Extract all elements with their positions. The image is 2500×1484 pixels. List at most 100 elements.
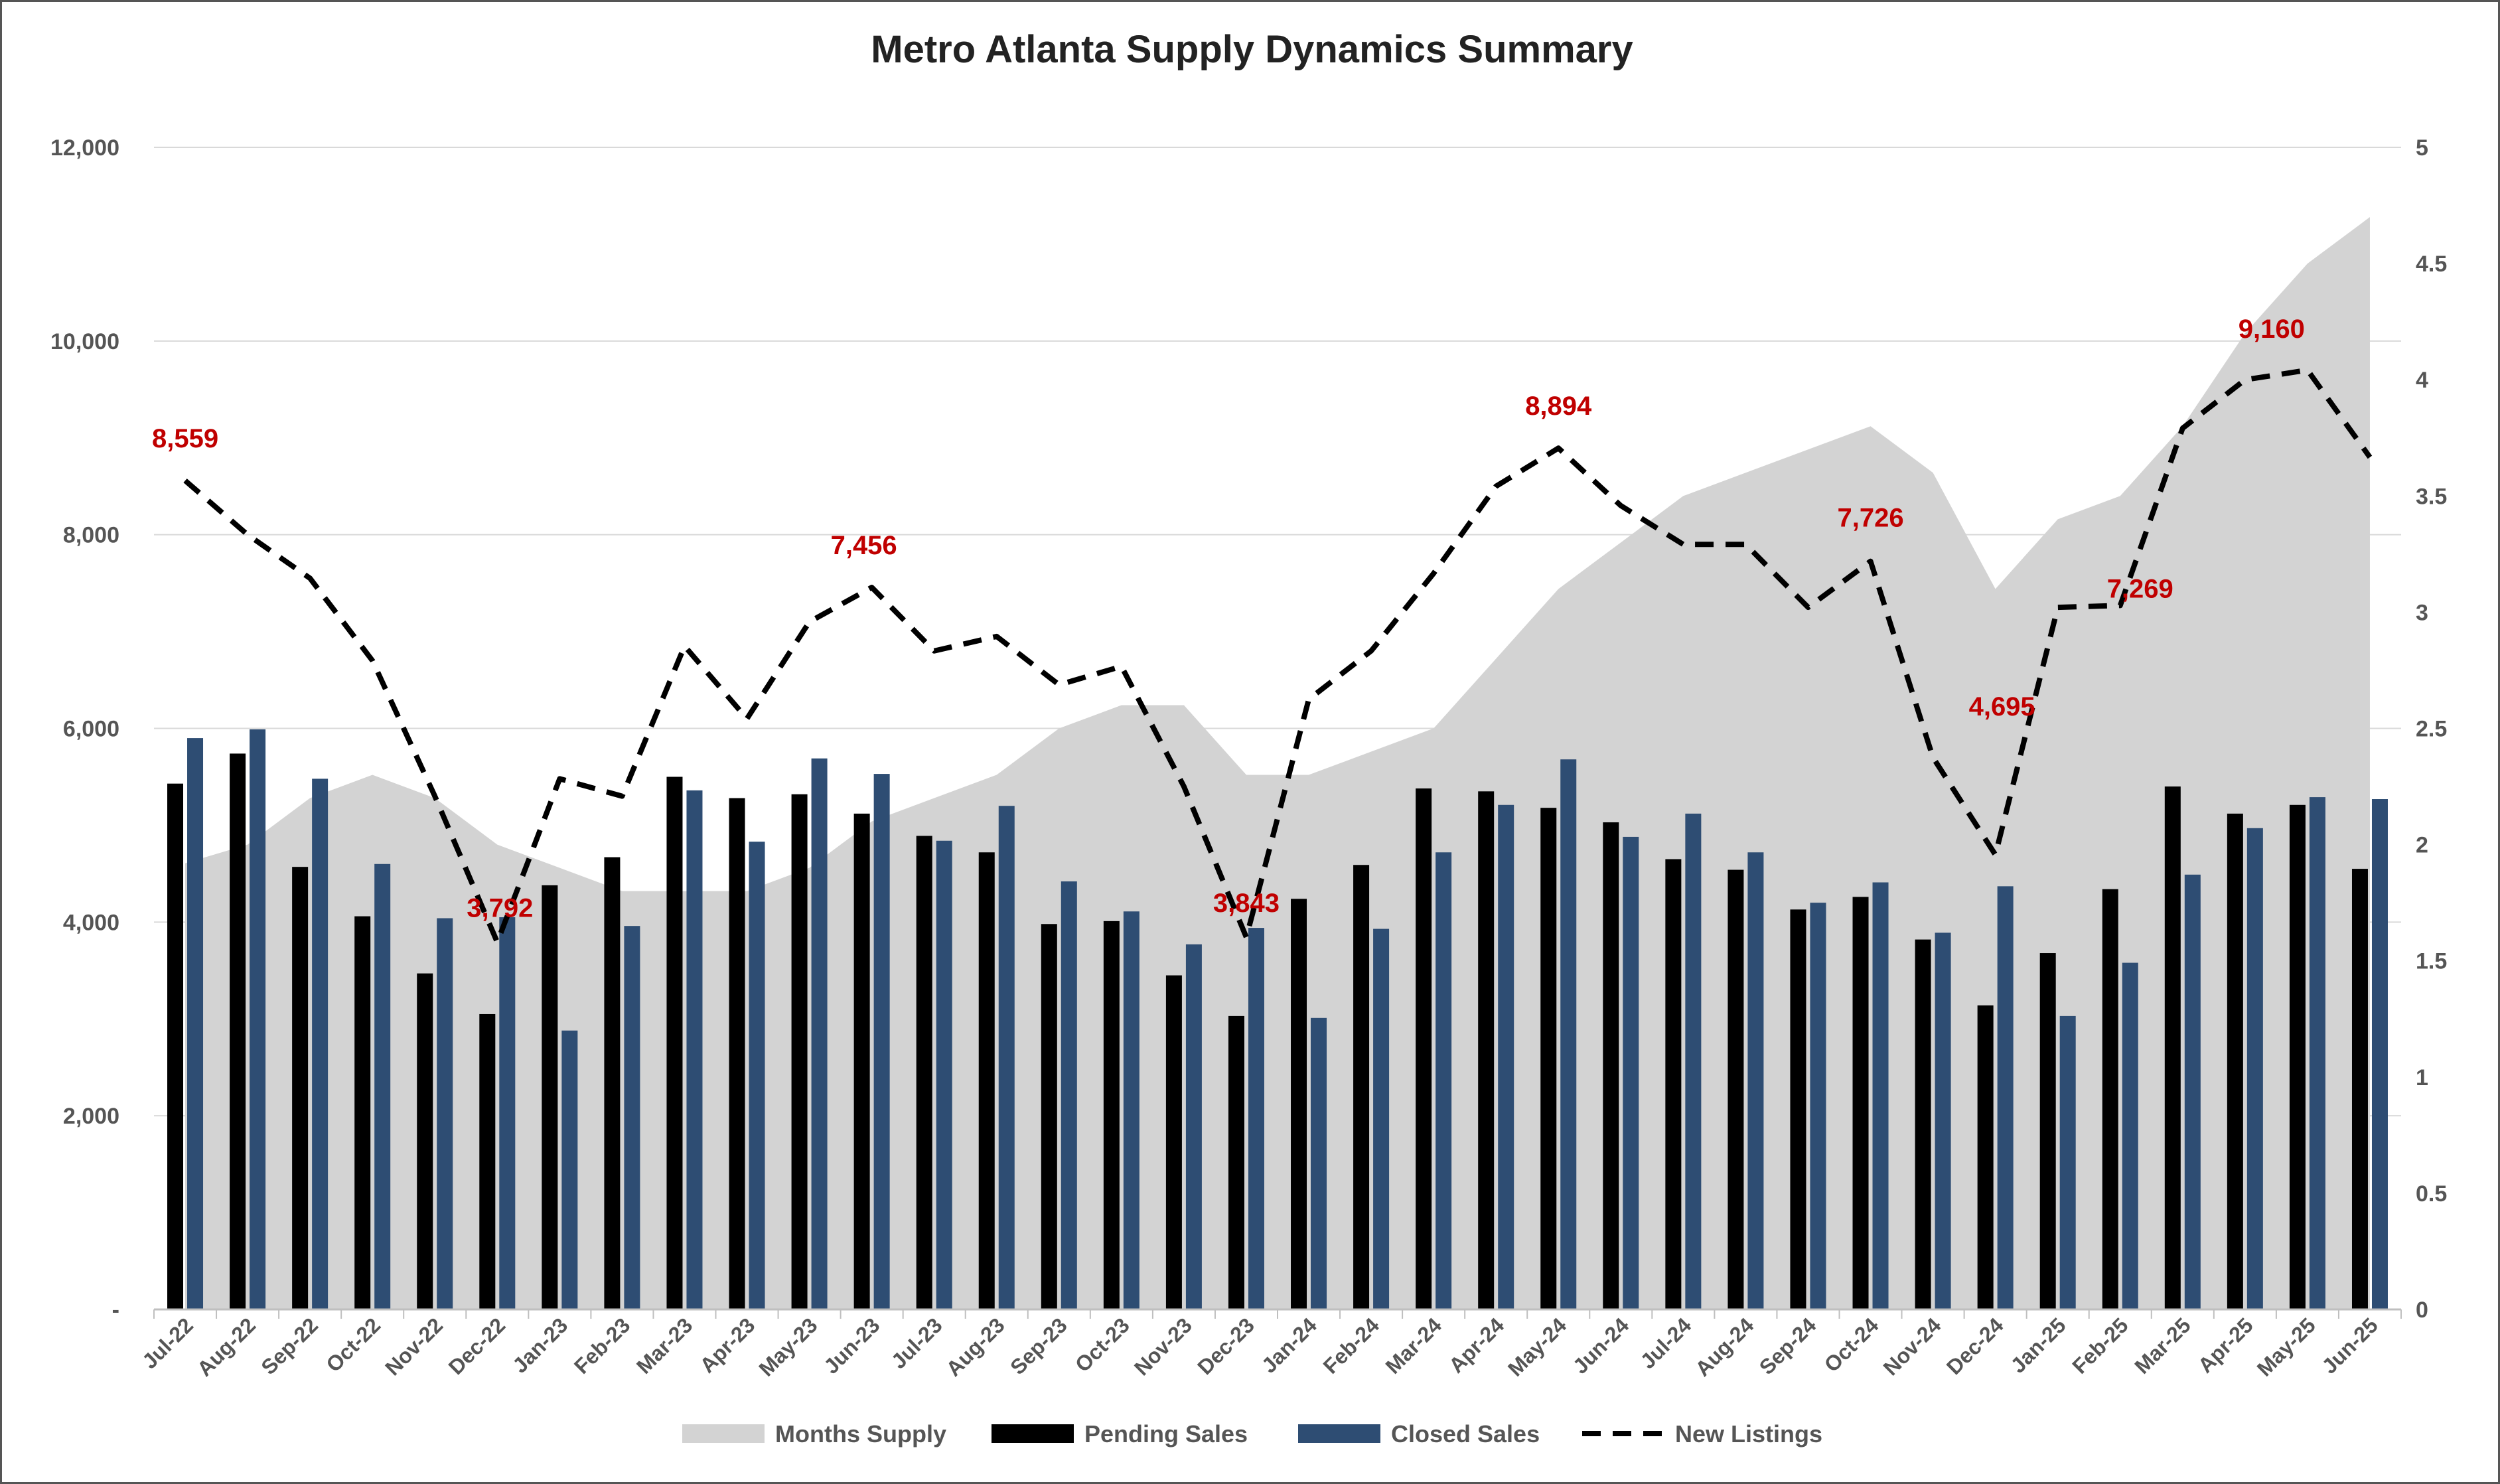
pending-sales-bar <box>2164 786 2181 1309</box>
closed-sales-bar <box>998 806 1015 1309</box>
x-tick-label: Sep-23 <box>1005 1313 1072 1379</box>
pending-sales-bar <box>1041 924 1057 1309</box>
new-listings-data-label: 7,456 <box>831 531 897 560</box>
closed-sales-bar <box>2059 1015 2076 1309</box>
right-tick-label: 2 <box>2416 833 2428 858</box>
x-tick-label: Feb-23 <box>569 1313 634 1378</box>
pending-sales-bar <box>1478 791 1495 1309</box>
right-tick-label: 5 <box>2416 135 2428 161</box>
left-tick-label: - <box>112 1298 119 1323</box>
x-tick-label: Oct-24 <box>1820 1313 1883 1376</box>
x-tick-label: Jan-24 <box>1257 1313 1321 1377</box>
x-tick-label: Aug-24 <box>1690 1313 1758 1380</box>
closed-sales-bar <box>1560 759 1577 1309</box>
closed-sales-bar <box>2371 799 2388 1309</box>
x-tick-label: Dec-22 <box>444 1313 510 1379</box>
pending-sales-bar <box>853 813 870 1309</box>
legend-swatch-pending-sales <box>992 1424 1074 1443</box>
closed-sales-bar <box>1747 852 1764 1309</box>
pending-sales-bar <box>417 973 433 1309</box>
x-tick-label: Jan-23 <box>508 1313 572 1377</box>
closed-sales-bar <box>1935 932 1951 1309</box>
closed-sales-bar <box>811 758 828 1309</box>
x-tick-label: Jul-22 <box>137 1313 198 1373</box>
pending-sales-bar <box>292 867 309 1309</box>
new-listings-data-label: 3,792 <box>467 894 533 923</box>
legend-label: New Listings <box>1675 1420 1822 1447</box>
line-layer <box>183 367 2373 945</box>
pending-sales-bar <box>167 783 184 1309</box>
right-tick-label: 3 <box>2416 600 2428 625</box>
x-tick-label: Nov-22 <box>380 1313 447 1380</box>
closed-sales-bar <box>499 917 516 1309</box>
closed-sales-bar <box>936 840 952 1309</box>
closed-sales-bar <box>2122 962 2138 1309</box>
x-tick-label: Jun-25 <box>2317 1313 2383 1378</box>
closed-sales-bar <box>1685 813 1702 1309</box>
x-tick-label: Dec-24 <box>1942 1313 2008 1379</box>
x-tick-label: May-25 <box>2252 1313 2320 1380</box>
new-listings-data-label: 9,160 <box>2239 315 2305 344</box>
left-tick-label: 6,000 <box>63 717 119 742</box>
x-tick-label: Sep-24 <box>1755 1313 1821 1379</box>
pending-sales-bar <box>1291 899 1307 1309</box>
left-tick-label: 12,000 <box>50 135 119 161</box>
legend-swatch-months-supply <box>682 1424 765 1443</box>
closed-sales-bar <box>1248 928 1264 1309</box>
pending-sales-bar <box>1603 822 1619 1309</box>
pending-sales-bar <box>2351 869 2368 1309</box>
left-tick-label: 8,000 <box>63 523 119 548</box>
x-tick-label: May-23 <box>754 1313 822 1380</box>
pending-sales-bar <box>729 798 745 1309</box>
right-tick-label: 0.5 <box>2416 1181 2447 1207</box>
x-tick-label: Sep-22 <box>256 1313 323 1379</box>
pending-sales-bar <box>1665 859 1682 1309</box>
closed-sales-bar <box>1498 804 1514 1309</box>
closed-sales-bar <box>1061 881 1077 1309</box>
closed-sales-bar <box>1311 1017 1327 1309</box>
closed-sales-bar <box>1810 903 1826 1309</box>
pending-sales-bar <box>1103 921 1120 1309</box>
closed-sales-bar <box>749 842 765 1309</box>
pending-sales-bar <box>1165 975 1182 1309</box>
closed-sales-bar <box>1872 882 1889 1309</box>
closed-sales-bar <box>873 774 890 1309</box>
closed-sales-bar <box>1123 911 1140 1309</box>
pending-sales-bar <box>1915 939 1931 1309</box>
legend-label: Months Supply <box>775 1420 946 1447</box>
new-listings-data-label: 7,269 <box>2107 574 2173 603</box>
x-tick-label: Jun-24 <box>1568 1313 1634 1378</box>
closed-sales-bar <box>1373 928 1390 1309</box>
pending-sales-bar <box>2102 889 2118 1309</box>
pending-sales-bar <box>2227 813 2243 1309</box>
right-tick-label: 2.5 <box>2416 717 2447 742</box>
pending-sales-bar <box>1977 1005 1994 1309</box>
pending-sales-bar <box>2039 953 2056 1309</box>
closed-sales-bar <box>624 926 640 1309</box>
legend-label: Pending Sales <box>1084 1420 1248 1447</box>
pending-sales-bar <box>978 852 995 1309</box>
right-tick-label: 3.5 <box>2416 484 2447 509</box>
left-tick-label: 4,000 <box>63 910 119 935</box>
new-listings-data-label: 7,726 <box>1837 504 1903 533</box>
pending-sales-bar <box>1852 897 1869 1309</box>
closed-sales-bar <box>1185 944 1202 1309</box>
pending-sales-bar <box>791 794 808 1309</box>
left-tick-label: 10,000 <box>50 329 119 354</box>
new-listings-line <box>183 367 2373 945</box>
pending-sales-bar <box>1228 1015 1244 1309</box>
x-tick-label: Dec-23 <box>1193 1313 1259 1379</box>
closed-sales-bar <box>374 863 391 1309</box>
pending-sales-bar <box>1790 909 1806 1309</box>
closed-sales-bar <box>2309 797 2325 1309</box>
x-tick-label: May-24 <box>1503 1313 1571 1380</box>
closed-sales-bar <box>1997 886 2014 1309</box>
x-tick-label: Aug-23 <box>942 1313 1009 1380</box>
x-tick-label: Mar-24 <box>1381 1313 1447 1378</box>
x-tick-label: Jun-23 <box>819 1313 884 1378</box>
x-tick-label: Apr-24 <box>1444 1313 1508 1377</box>
x-tick-label: Aug-22 <box>192 1313 260 1380</box>
x-tick-label: Feb-24 <box>1319 1313 1384 1378</box>
pending-sales-bar <box>1540 808 1557 1309</box>
x-tick-label: Jan-25 <box>2006 1313 2070 1377</box>
